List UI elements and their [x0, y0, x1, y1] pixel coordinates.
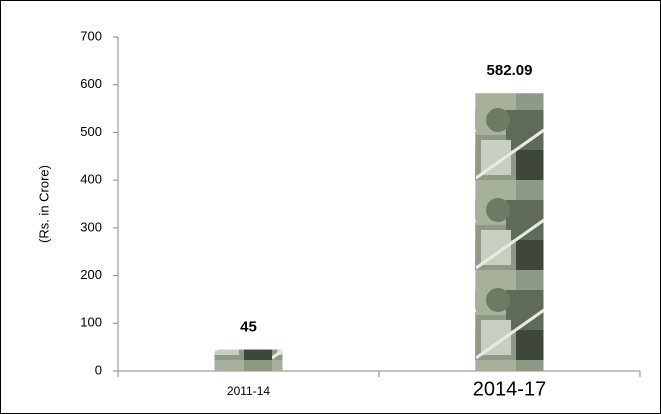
y-tick-label: 300: [80, 219, 102, 234]
y-tick-label: 500: [80, 124, 102, 139]
bar: [475, 93, 544, 371]
bar: [214, 349, 283, 371]
value-label: 45: [240, 318, 257, 335]
y-tick-label: 200: [80, 267, 102, 282]
x-tick-label: 2011-14: [227, 384, 270, 398]
value-label: 582.09: [487, 62, 533, 79]
y-tick-label: 0: [95, 362, 102, 377]
y-tick-label: 700: [80, 28, 102, 43]
x-tick-label: 2014-17: [473, 378, 546, 400]
y-tick-label: 600: [80, 76, 102, 91]
y-axis-label: (Rs. in Crore): [36, 165, 51, 243]
y-tick-label: 400: [80, 172, 102, 187]
y-tick-label: 100: [80, 315, 102, 330]
